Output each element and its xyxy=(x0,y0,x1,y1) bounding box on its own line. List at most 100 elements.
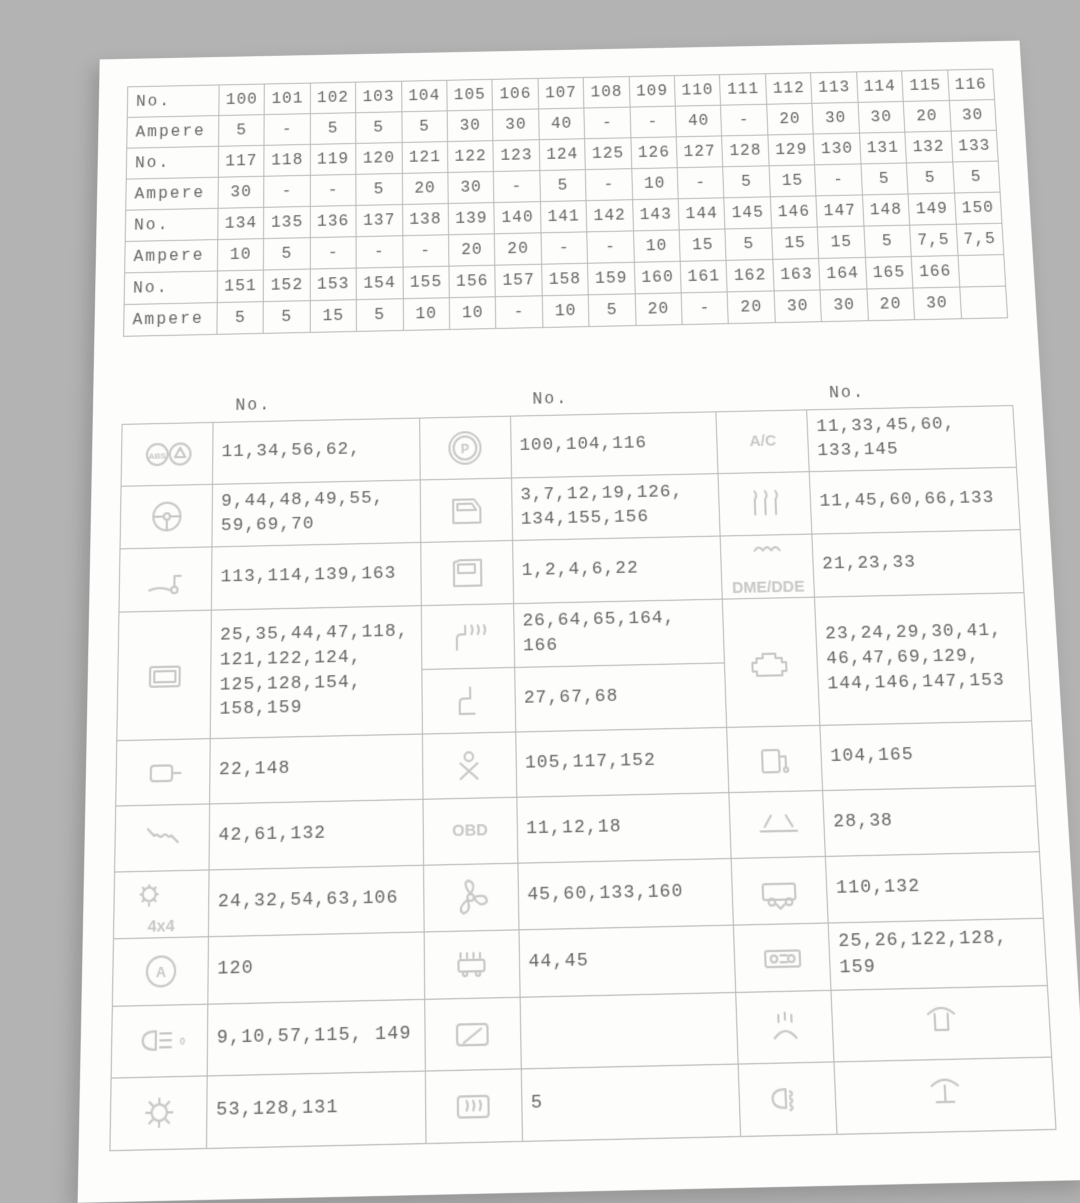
fuse-list-cell: 22,148 xyxy=(210,734,423,804)
fuse-amp-cell: 20 xyxy=(449,234,496,266)
fuse-amp-cell: 15 xyxy=(818,226,866,258)
fuse-no-cell: 100 xyxy=(219,84,265,116)
fuse-map-table: ABS11,34,56,62,P100,104,116A/C11,33,45,6… xyxy=(109,405,1056,1151)
fuse-amp-cell: - xyxy=(310,174,356,206)
fuse-no-cell: 163 xyxy=(773,258,821,291)
fuse-amp-cell: - xyxy=(496,296,543,329)
fuse-no-cell: 104 xyxy=(401,80,447,112)
fuse-list-cell: 21,23,33 xyxy=(812,530,1024,598)
map-header-1: No. xyxy=(122,393,419,418)
fourx-icon: 4x4 xyxy=(113,870,209,939)
fuse-amp-cell: 20 xyxy=(635,293,682,326)
fuse-amp-cell: 10 xyxy=(449,297,496,330)
fuse-amp-cell: 20 xyxy=(402,172,448,204)
fuse-no-cell: 151 xyxy=(217,270,264,303)
fuse-no-cell: 138 xyxy=(402,204,448,236)
fuse-label-amp: Ampere xyxy=(124,303,218,337)
fuse-no-cell: 114 xyxy=(856,71,903,102)
fuse-list-cell: 11,45,60,66,133 xyxy=(810,467,1021,534)
fuse-no-cell: 123 xyxy=(493,140,539,172)
fuse-no-cell: 106 xyxy=(492,78,538,109)
radio-icon xyxy=(734,923,832,992)
fuse-no-cell: 154 xyxy=(356,267,403,300)
fuse-amp-cell: 10 xyxy=(403,298,450,331)
fuse-amp-cell: - xyxy=(815,164,862,196)
fuse-no-cell: 141 xyxy=(540,201,587,233)
mirror-icon xyxy=(116,739,211,806)
fuse-list-cell: 53,128,131 xyxy=(207,1071,426,1148)
fuse-amp-cell: - xyxy=(681,292,728,325)
fuse-no-cell: 117 xyxy=(218,145,264,177)
fuse-no-cell: 142 xyxy=(586,200,633,232)
fuse-amp-cell: 30 xyxy=(448,172,494,204)
fuse-amp-cell: 5 xyxy=(217,302,264,335)
fuse-label-no: No. xyxy=(126,146,218,179)
fuse-no-cell: 101 xyxy=(265,83,311,115)
auto-start-icon: A xyxy=(112,937,208,1007)
bulb-icon xyxy=(110,1076,207,1151)
fuse-amp-cell: 5 xyxy=(357,299,404,332)
fuse-amp-cell: - xyxy=(721,104,768,136)
fuse-list-cell: 105,117,152 xyxy=(515,727,729,797)
fuse-list-cell: 9,44,48,49,55, 59,69,70 xyxy=(212,480,420,547)
svg-text:A: A xyxy=(155,963,165,981)
abs-icon: ABS xyxy=(121,422,213,486)
fuse-list-cell: 24,32,54,63,106 xyxy=(208,865,423,936)
fuse-no-cell: 134 xyxy=(218,207,264,239)
fuse-amp-cell: 5 xyxy=(725,228,772,260)
fuse-list-cell: 23,24,29,30,41, 46,47,69,129, 144,146,14… xyxy=(815,593,1032,726)
fuse-no-cell: 119 xyxy=(310,143,356,175)
fuse-list-cell: 45,60,133,160 xyxy=(518,858,734,929)
fuse-amp-cell: 30 xyxy=(774,290,822,323)
fuse-no-cell: 161 xyxy=(680,260,727,293)
fuse-label-amp: Ampere xyxy=(125,240,218,273)
fuse-no-cell: 109 xyxy=(629,76,675,107)
fuse-list-cell: 104,165 xyxy=(820,721,1035,791)
fuse-amp-cell: 10 xyxy=(631,168,678,200)
fuse-list-cell xyxy=(520,992,739,1068)
defrost-icon xyxy=(718,472,812,536)
fuse-no-cell: 128 xyxy=(722,135,769,167)
fuse-no-cell: 136 xyxy=(310,205,356,237)
steering-icon xyxy=(120,484,212,549)
fuse-no-cell: 159 xyxy=(588,262,635,295)
seatbelt-icon xyxy=(422,732,516,799)
fuse-no-cell xyxy=(958,255,1006,287)
fuse-list-cell: 11,33,45,60, 133,145 xyxy=(807,406,1017,472)
fuse-amp-cell: 5 xyxy=(402,111,448,143)
fuse-no-cell: 150 xyxy=(954,192,1002,224)
map-header-3: No. xyxy=(716,380,1013,405)
fuse-amp-cell: - xyxy=(494,171,540,203)
fuse-amp-cell: 5 xyxy=(952,161,1000,193)
fuse-label-amp: Ampere xyxy=(126,177,219,210)
svg-text:0: 0 xyxy=(179,1036,185,1048)
fuse-no-cell: 105 xyxy=(447,79,493,110)
fuse-no-cell: 126 xyxy=(631,137,678,169)
map-header-2: No. xyxy=(419,386,716,411)
ac-icon: A/C xyxy=(716,410,809,474)
fuse-no-cell: 157 xyxy=(495,264,542,297)
fuse-amp-cell: 5 xyxy=(864,225,912,257)
fuse-no-cell: 124 xyxy=(539,139,585,171)
fuse-amp-cell: 5 xyxy=(906,162,954,194)
fuel-icon xyxy=(727,725,823,792)
fuse-no-cell: 120 xyxy=(356,143,402,175)
fuse-no-cell: 118 xyxy=(264,144,310,176)
fuse-no-cell: 162 xyxy=(726,259,773,292)
fuse-amp-cell: 5 xyxy=(540,170,587,202)
fuse-amp-cell: - xyxy=(264,175,310,207)
fuse-label-no: No. xyxy=(124,271,217,305)
fuse-no-cell: 148 xyxy=(862,194,910,226)
fuse-amp-cell: 20 xyxy=(903,101,950,133)
fuse-no-cell: 112 xyxy=(765,73,812,104)
fuse-list-cell xyxy=(834,1057,1056,1134)
seat-heat-icon xyxy=(421,604,514,670)
fuse-list-cell: 11,12,18 xyxy=(516,793,731,864)
engine-icon xyxy=(723,597,821,727)
fuse-no-cell: 116 xyxy=(947,69,994,100)
parking-brake-icon: P xyxy=(419,416,511,480)
fuse-no-cell: 103 xyxy=(356,81,402,113)
fuse-amp-cell: - xyxy=(356,236,402,268)
fuse-no-cell: 146 xyxy=(770,196,817,228)
fuse-list-cell: 44,45 xyxy=(519,925,736,997)
